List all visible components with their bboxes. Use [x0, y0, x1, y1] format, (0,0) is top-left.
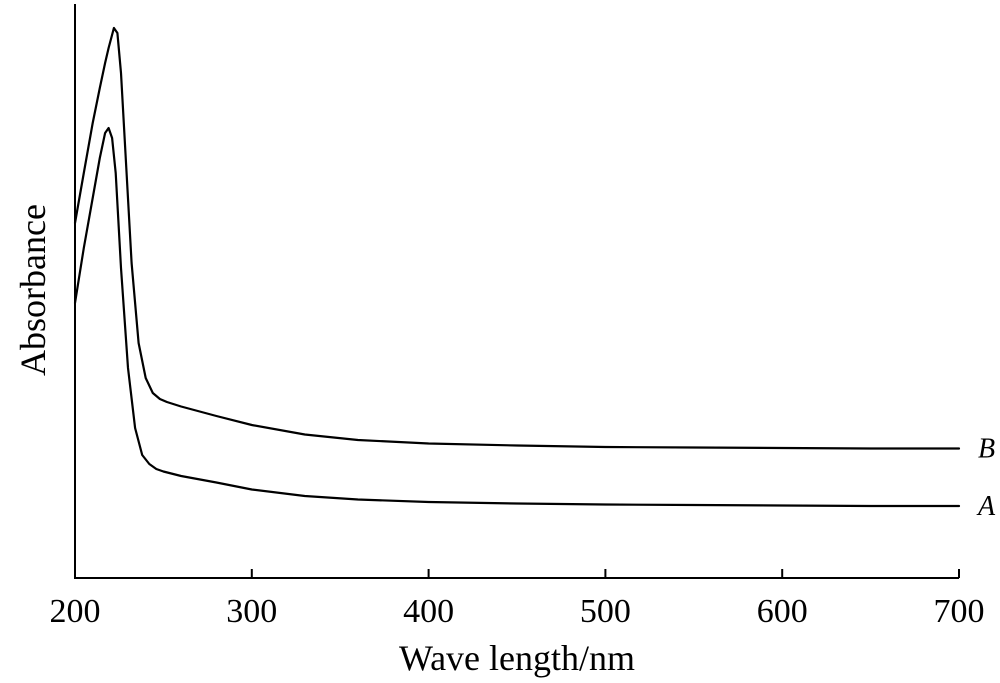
series-label-A: A [976, 491, 996, 522]
series-group [73, 26, 961, 508]
series-labels: AB [976, 434, 996, 523]
x-tick-label-400: 400 [403, 593, 454, 630]
x-tick-labels: 200 300 400 500 600 700 [50, 593, 985, 630]
series-line-B [73, 26, 961, 450]
x-tick-label-200: 200 [50, 593, 101, 630]
x-axis-label: Wave length/nm [399, 638, 635, 678]
axes [74, 4, 959, 579]
y-axis-label: Absorbance [13, 204, 53, 376]
series-label-B: B [978, 434, 995, 465]
x-tick-label-600: 600 [757, 593, 808, 630]
x-tick-label-500: 500 [580, 593, 631, 630]
x-tick-label-300: 300 [226, 593, 277, 630]
x-ticks [74, 569, 960, 578]
x-tick-label-700: 700 [934, 593, 985, 630]
series-line-A [73, 126, 961, 508]
